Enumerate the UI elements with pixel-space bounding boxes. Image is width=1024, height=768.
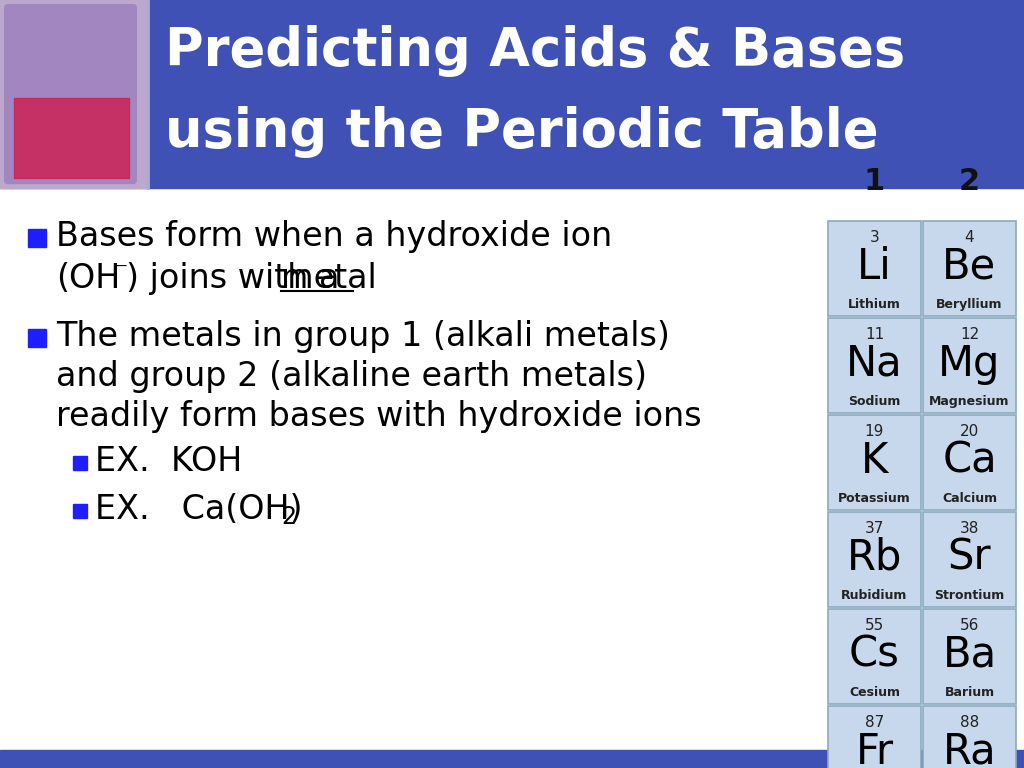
FancyBboxPatch shape xyxy=(828,221,921,316)
Text: Cesium: Cesium xyxy=(849,686,900,699)
Text: 20: 20 xyxy=(959,424,979,439)
Text: Ra: Ra xyxy=(943,731,996,768)
Text: Magnesium: Magnesium xyxy=(929,395,1010,408)
Text: readily form bases with hydroxide ions: readily form bases with hydroxide ions xyxy=(56,399,701,432)
Bar xyxy=(28,329,46,347)
Text: Na: Na xyxy=(846,343,903,385)
Bar xyxy=(73,456,87,470)
Text: 19: 19 xyxy=(865,424,884,439)
Text: Cs: Cs xyxy=(849,634,900,676)
FancyBboxPatch shape xyxy=(923,609,1016,704)
Bar xyxy=(0,0,1024,188)
Text: (OH: (OH xyxy=(56,262,120,295)
Text: Predicting Acids & Bases: Predicting Acids & Bases xyxy=(165,25,905,77)
Text: 37: 37 xyxy=(865,521,884,535)
Text: 1: 1 xyxy=(864,167,885,196)
Text: Strontium: Strontium xyxy=(934,588,1005,601)
FancyBboxPatch shape xyxy=(4,4,137,184)
Bar xyxy=(0,750,1024,768)
Text: The metals in group 1 (alkali metals): The metals in group 1 (alkali metals) xyxy=(56,319,670,353)
Text: ) joins with a: ) joins with a xyxy=(126,262,350,295)
Text: 55: 55 xyxy=(865,617,884,633)
Text: Li: Li xyxy=(857,246,892,288)
Text: Bases form when a hydroxide ion: Bases form when a hydroxide ion xyxy=(56,220,612,253)
FancyBboxPatch shape xyxy=(828,609,921,704)
Text: Be: Be xyxy=(942,246,996,288)
FancyBboxPatch shape xyxy=(828,318,921,413)
FancyBboxPatch shape xyxy=(828,512,921,607)
Text: Calcium: Calcium xyxy=(942,492,997,505)
Text: ⁻: ⁻ xyxy=(114,260,127,284)
Text: 3: 3 xyxy=(869,230,880,245)
Text: 87: 87 xyxy=(865,715,884,730)
Text: 88: 88 xyxy=(959,715,979,730)
Text: Fr: Fr xyxy=(855,731,894,768)
Text: Rb: Rb xyxy=(847,537,902,579)
FancyBboxPatch shape xyxy=(828,706,921,768)
Text: Rubidium: Rubidium xyxy=(842,588,907,601)
Text: 2: 2 xyxy=(958,167,980,196)
Text: Ca: Ca xyxy=(942,440,996,482)
FancyBboxPatch shape xyxy=(923,221,1016,316)
Text: using the Periodic Table: using the Periodic Table xyxy=(165,106,879,157)
Bar xyxy=(73,504,87,518)
Text: metal: metal xyxy=(281,262,377,295)
Bar xyxy=(14,98,129,178)
Text: Beryllium: Beryllium xyxy=(936,298,1002,311)
Text: EX.  KOH: EX. KOH xyxy=(95,445,243,478)
Text: Mg: Mg xyxy=(938,343,1000,385)
FancyBboxPatch shape xyxy=(828,415,921,510)
Bar xyxy=(28,229,46,247)
Text: 2: 2 xyxy=(281,505,296,529)
Text: and group 2 (alkaline earth metals): and group 2 (alkaline earth metals) xyxy=(56,359,647,392)
Text: Sr: Sr xyxy=(947,537,991,579)
FancyBboxPatch shape xyxy=(923,415,1016,510)
FancyBboxPatch shape xyxy=(923,706,1016,768)
FancyBboxPatch shape xyxy=(923,512,1016,607)
Text: 38: 38 xyxy=(959,521,979,535)
Text: Lithium: Lithium xyxy=(848,298,901,311)
Text: Barium: Barium xyxy=(944,686,994,699)
Text: Sodium: Sodium xyxy=(848,395,901,408)
Text: 56: 56 xyxy=(959,617,979,633)
Text: EX.   Ca(OH): EX. Ca(OH) xyxy=(95,492,302,525)
Text: 11: 11 xyxy=(865,326,884,342)
Text: 4: 4 xyxy=(965,230,974,245)
Text: 12: 12 xyxy=(959,326,979,342)
FancyBboxPatch shape xyxy=(923,318,1016,413)
Bar xyxy=(0,0,148,188)
Text: Ba: Ba xyxy=(942,634,996,676)
Text: Potassium: Potassium xyxy=(838,492,911,505)
Text: K: K xyxy=(861,440,888,482)
